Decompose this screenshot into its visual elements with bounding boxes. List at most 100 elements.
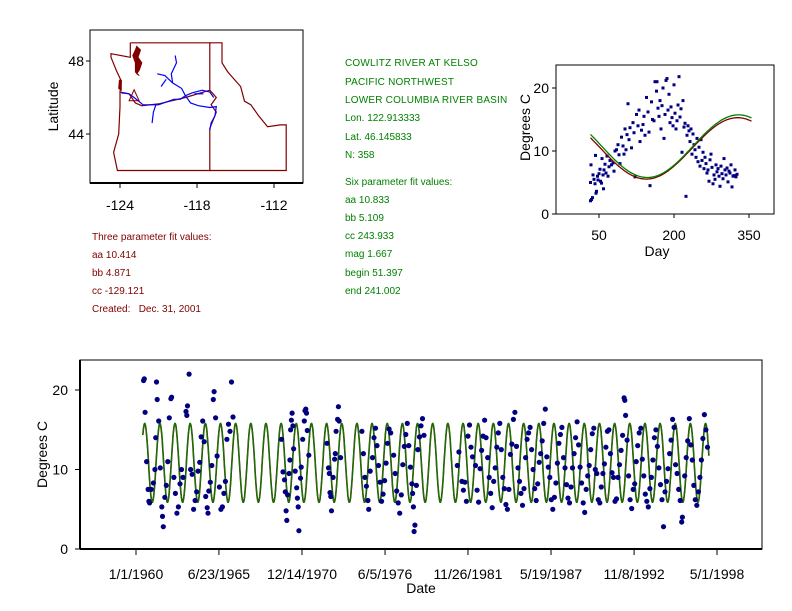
timeseries-point bbox=[483, 435, 489, 441]
scatter-point bbox=[600, 181, 603, 185]
scatter-point bbox=[703, 155, 707, 159]
scatter-point bbox=[642, 114, 646, 118]
timeseries-point bbox=[516, 478, 523, 484]
timeseries-point bbox=[651, 435, 658, 441]
timeseries-point bbox=[582, 509, 588, 515]
scatter-point bbox=[690, 152, 694, 156]
timeseries-point bbox=[489, 505, 495, 511]
timeseries-point bbox=[600, 470, 606, 477]
timeseries-point bbox=[494, 444, 500, 450]
scatter-point bbox=[677, 75, 681, 79]
timeseries-point bbox=[507, 451, 513, 457]
scatter-point bbox=[596, 178, 600, 182]
timeseries-point bbox=[607, 451, 614, 457]
timeseries-point bbox=[529, 447, 535, 453]
scatter-point bbox=[599, 179, 602, 183]
timeseries-point bbox=[211, 389, 217, 395]
timeseries-point bbox=[627, 497, 633, 503]
scatter-point bbox=[616, 143, 620, 147]
scatter-point bbox=[683, 121, 687, 125]
timeseries-point bbox=[580, 500, 586, 506]
timeseries-y-tick-label: 20 bbox=[52, 382, 68, 398]
timeseries-point bbox=[573, 435, 579, 441]
scatter-point bbox=[714, 163, 718, 167]
timeseries-point bbox=[519, 502, 526, 508]
timeseries-point bbox=[200, 418, 206, 424]
timeseries-point bbox=[298, 464, 304, 470]
scatter-point bbox=[623, 127, 627, 131]
scatter-point bbox=[705, 171, 709, 175]
scatter-point bbox=[672, 83, 676, 87]
scatter-point bbox=[729, 163, 733, 167]
timeseries-point bbox=[653, 427, 659, 433]
timeseries-point bbox=[676, 486, 682, 492]
river-line bbox=[160, 78, 167, 87]
timeseries-point bbox=[206, 488, 212, 494]
timeseries-point bbox=[472, 462, 479, 469]
timeseries-point bbox=[503, 501, 509, 508]
river-line bbox=[185, 89, 215, 98]
timeseries-point bbox=[624, 437, 630, 443]
six-param-fit-series-line bbox=[142, 423, 710, 503]
timeseries-point bbox=[295, 504, 301, 510]
timeseries-point bbox=[407, 464, 413, 470]
timeseries-point bbox=[172, 490, 178, 496]
timeseries-point bbox=[290, 423, 296, 429]
timeseries-point bbox=[332, 456, 338, 462]
scatter-point bbox=[686, 124, 690, 128]
timeseries-point bbox=[205, 510, 211, 516]
timeseries-point bbox=[398, 492, 404, 498]
site-longitude: Lon. 122.913333 bbox=[345, 113, 421, 124]
scatter-point bbox=[716, 167, 720, 171]
timeseries-point bbox=[175, 504, 181, 510]
timeseries-point bbox=[163, 482, 169, 488]
timeseries-point bbox=[178, 466, 185, 473]
timeseries-point bbox=[530, 466, 536, 473]
scatter-point bbox=[734, 175, 738, 179]
scatter-point bbox=[590, 198, 593, 202]
timeseries-point bbox=[157, 465, 163, 471]
timeseries-point bbox=[551, 494, 558, 500]
timeseries-point bbox=[554, 460, 561, 466]
timeseries-point bbox=[644, 498, 650, 504]
scatter-point bbox=[594, 153, 597, 157]
timeseries-point bbox=[366, 506, 372, 512]
timeseries-x-tick-label: 6/23/1965 bbox=[188, 566, 250, 582]
timeseries-point bbox=[545, 464, 551, 470]
scatter-point bbox=[708, 158, 712, 162]
timeseries-point bbox=[633, 459, 639, 465]
timeseries-point bbox=[660, 524, 667, 530]
scatter-point bbox=[702, 167, 706, 171]
timeseries-point bbox=[153, 379, 160, 385]
scatter-point bbox=[713, 177, 717, 181]
timeseries-point bbox=[228, 379, 235, 385]
scatter-point bbox=[589, 181, 592, 184]
timeseries-point bbox=[386, 426, 392, 432]
timeseries-point bbox=[509, 441, 515, 447]
timeseries-point bbox=[685, 438, 691, 444]
timeseries-point bbox=[538, 451, 544, 457]
scatter-point bbox=[643, 133, 647, 137]
timeseries-point bbox=[413, 482, 419, 488]
scatter-point bbox=[591, 196, 594, 200]
scatter-point bbox=[627, 138, 631, 142]
scatter-point bbox=[592, 177, 596, 181]
scatter-point bbox=[706, 168, 710, 172]
timeseries-x-tick-label: 5/1/1998 bbox=[690, 566, 745, 582]
timeseries-point bbox=[454, 462, 460, 469]
scatter-x-tick-label: 50 bbox=[591, 227, 607, 243]
scatter-point bbox=[591, 173, 595, 177]
river-line bbox=[184, 95, 218, 131]
timeseries-point bbox=[278, 436, 285, 442]
timeseries-point bbox=[583, 486, 589, 492]
timeseries-point bbox=[639, 456, 645, 462]
timeseries-point bbox=[197, 459, 203, 465]
timeseries-point bbox=[192, 497, 198, 504]
scatter-point bbox=[698, 164, 702, 168]
timeseries-point bbox=[230, 414, 236, 420]
timeseries-point bbox=[642, 491, 648, 497]
created-date: Created: Dec. 31, 2001 bbox=[92, 304, 201, 315]
timeseries-point bbox=[148, 486, 154, 492]
timeseries-point bbox=[547, 474, 553, 480]
